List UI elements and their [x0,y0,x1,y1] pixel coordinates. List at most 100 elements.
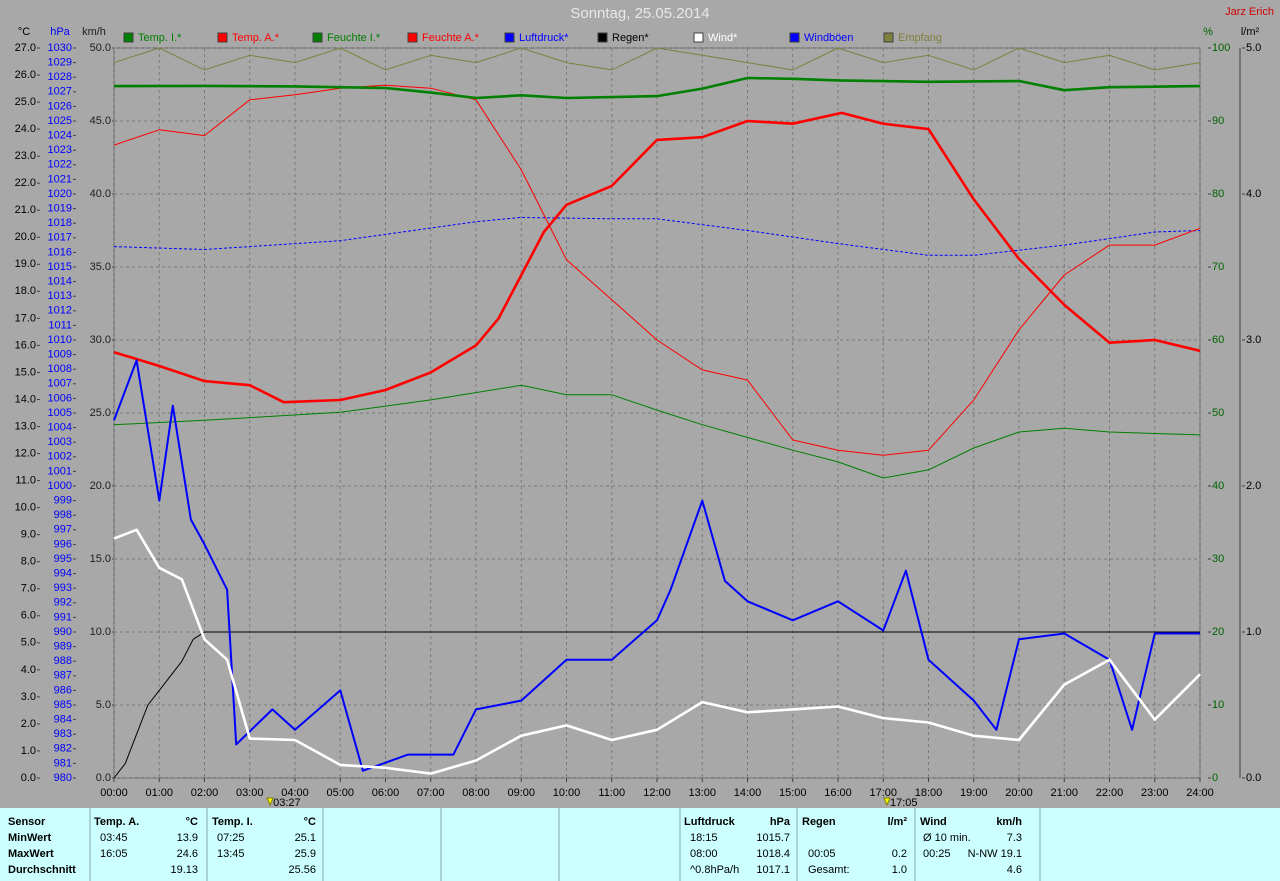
y-tick-label: 1004 [48,422,72,434]
y-tick-label: 9.0 [21,529,36,541]
legend-swatch [693,32,704,43]
x-tick-label: 19:00 [960,787,988,799]
stats-header: Temp. A. [94,816,139,828]
y-tick-label: 987 [54,670,72,682]
stats-time: 00:05 [808,848,836,860]
x-tick-label: 12:00 [643,787,671,799]
x-tick-label: 18:00 [915,787,943,799]
stats-value: 0.2 [892,848,907,860]
stats-header: Regen [802,816,836,828]
y-tick-label: 1001 [48,465,72,477]
y-tick-label: 4.0 [1246,188,1261,200]
axis-unit: l/m² [1241,26,1260,38]
axis-unit: % [1203,26,1213,38]
y-tick-label: 1.0 [21,745,36,757]
legend-label: Empfang [898,32,942,44]
stats-row-label: Sensor [8,816,46,828]
y-tick-label: 15.0 [90,553,111,565]
x-tick-label: 20:00 [1005,787,1033,799]
y-tick-label: 1020 [48,188,72,200]
x-tick-label: 02:00 [191,787,219,799]
stats-header: Wind [920,816,947,828]
legend-swatch [217,32,228,43]
y-tick-label: 988 [54,655,72,667]
stats-value: 7.3 [1007,832,1022,844]
stats-value: 1017.1 [756,864,790,876]
y-tick-label: 23.0 [15,150,36,162]
x-tick-label: 06:00 [372,787,400,799]
stats-time: 08:00 [690,848,718,860]
stats-time: Ø 10 min. [923,832,971,844]
stats-value: 13.9 [177,832,198,844]
x-tick-label: 23:00 [1141,787,1169,799]
series-line [113,111,1201,404]
y-tick-label: 999 [54,495,72,507]
stats-value: 1.0 [892,864,907,876]
y-tick-label: 8.0 [21,556,36,568]
legend-swatch [123,32,134,43]
legend-label: Temp. I.* [138,32,182,44]
y-tick-label: 1024 [48,130,72,142]
y-tick-label: 990 [54,626,72,638]
series-line [113,216,1201,256]
stats-unit: °C [304,816,316,828]
y-tick-label: 991 [54,611,72,623]
y-tick-label: 992 [54,597,72,609]
y-tick-label: 1013 [48,290,72,302]
y-tick-label: 1011 [48,319,72,331]
y-tick-label: 983 [54,728,72,740]
stats-value: 25.1 [295,832,316,844]
y-tick-label: 25.0 [90,407,111,419]
y-tick-label: 7.0 [21,583,36,595]
x-tick-label: 05:00 [326,787,354,799]
y-tick-label: 1010 [48,334,72,346]
sun-marker [266,797,274,807]
stats-row-label: MaxWert [8,848,54,860]
y-tick-label: 0.0 [96,772,111,784]
stats-time: 13:45 [217,848,245,860]
y-tick-label: 1017 [48,232,72,244]
y-tick-label: 20.0 [15,231,36,243]
y-tick-label: 13.0 [15,420,36,432]
stats-value: 25.9 [295,848,316,860]
y-tick-label: 1003 [48,436,72,448]
chart-title: Sonntag, 25.05.2014 [570,5,709,22]
series-line [113,47,1201,71]
y-tick-label: 1007 [48,378,72,390]
y-tick-label: 18.0 [15,285,36,297]
y-tick-label: 40.0 [90,188,111,200]
y-tick-label: 14.0 [15,393,36,405]
stats-time: 16:05 [100,848,128,860]
axis-unit: °C [18,26,30,38]
y-tick-label: 1029 [48,57,72,69]
axis-unit: km/h [82,26,106,38]
y-tick-label: 90 [1212,115,1224,127]
stats-row-label: MinWert [8,832,52,844]
y-tick-label: 35.0 [90,261,111,273]
series-line [113,76,1201,100]
legend-swatch [883,32,894,43]
stats-value: 4.6 [1007,864,1022,876]
y-tick-label: 50.0 [90,42,111,54]
stats-time: 00:25 [923,848,951,860]
legend-swatch [597,32,608,43]
y-tick-label: 50 [1212,407,1224,419]
legend-label: Feuchte I.* [327,32,381,44]
y-tick-label: 997 [54,524,72,536]
y-tick-label: 996 [54,538,72,550]
x-tick-label: 15:00 [779,787,807,799]
series-line [113,528,1201,775]
y-tick-label: 985 [54,699,72,711]
x-tick-label: 07:00 [417,787,445,799]
stats-time: 03:45 [100,832,128,844]
x-tick-label: 24:00 [1186,787,1214,799]
y-tick-label: 40 [1212,480,1224,492]
y-tick-label: 2.0 [21,718,36,730]
y-tick-label: 15.0 [15,366,36,378]
series-line [113,384,1201,479]
y-tick-label: 6.0 [21,610,36,622]
stats-unit: hPa [770,816,791,828]
y-tick-label: 19.0 [15,258,36,270]
x-tick-label: 14:00 [734,787,762,799]
